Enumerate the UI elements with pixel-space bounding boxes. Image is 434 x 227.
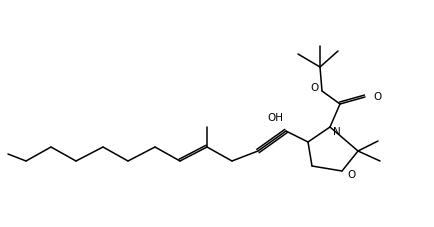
Text: OH: OH [267, 113, 283, 122]
Text: O: O [373, 92, 381, 101]
Text: O: O [311, 83, 319, 93]
Text: O: O [347, 169, 355, 179]
Text: N: N [333, 126, 341, 136]
